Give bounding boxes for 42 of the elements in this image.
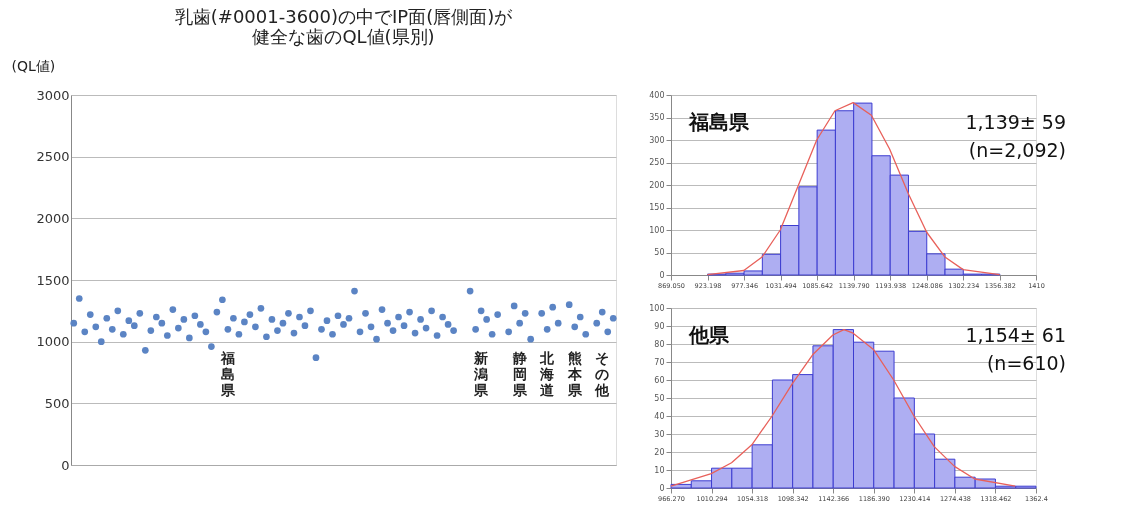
x-tick-label: その他 — [594, 350, 611, 399]
y-tick-label: 40 — [654, 411, 665, 421]
annotation: 1,139± 59 — [965, 111, 1066, 133]
y-tick-label: 0 — [61, 457, 70, 473]
y-axis-title: (QL値) — [11, 57, 56, 74]
annotation: (n=2,092) — [968, 139, 1066, 161]
y-tick-label: 2500 — [36, 149, 70, 165]
y-tick-label: 1500 — [36, 272, 70, 288]
chart-subtitle: 健全な歯のQL値(県別) — [252, 26, 435, 47]
y-tick-label: 1000 — [36, 334, 70, 350]
y-tick-label: 20 — [654, 447, 665, 457]
y-tick-label: 3000 — [36, 87, 70, 103]
x-tick-label: 福島県 — [219, 350, 236, 399]
y-tick-label: 350 — [649, 113, 665, 122]
y-tick-label: 400 — [649, 90, 665, 100]
y-tick-label: 250 — [649, 158, 665, 167]
x-tick-label: 新潟県 — [473, 350, 490, 399]
y-tick-label: 100 — [649, 303, 665, 313]
y-tick-label: 70 — [654, 357, 665, 367]
y-tick-label: 500 — [44, 395, 70, 411]
y-tick-label: 90 — [654, 321, 665, 331]
annotation: 1,154± 61 — [965, 324, 1066, 346]
y-tick-label: 0 — [659, 270, 665, 280]
x-tick-label: 熊本県 — [566, 350, 583, 399]
x-tick-label: 北海道 — [539, 350, 556, 399]
y-tick-label: 100 — [649, 225, 665, 235]
chart-title: 乳歯(#0001-3600)の中でIP面(唇側面)が — [174, 6, 514, 27]
y-tick-label: 50 — [654, 248, 665, 257]
y-tick-label: 60 — [654, 375, 665, 385]
annotation: 他県 — [688, 323, 730, 347]
y-tick-label: 2000 — [36, 210, 70, 226]
y-tick-label: 300 — [649, 135, 665, 145]
y-tick-label: 150 — [649, 203, 665, 212]
y-tick-label: 30 — [654, 429, 665, 439]
y-tick-label: 50 — [654, 393, 665, 403]
y-tick-label: 200 — [649, 180, 665, 190]
annotation: 福島県 — [688, 110, 750, 134]
annotation: (n=610) — [986, 352, 1066, 374]
y-tick-label: 0 — [659, 483, 665, 493]
y-tick-label: 10 — [654, 465, 665, 475]
x-tick-label: 静岡県 — [511, 350, 528, 399]
y-tick-label: 80 — [654, 339, 665, 349]
